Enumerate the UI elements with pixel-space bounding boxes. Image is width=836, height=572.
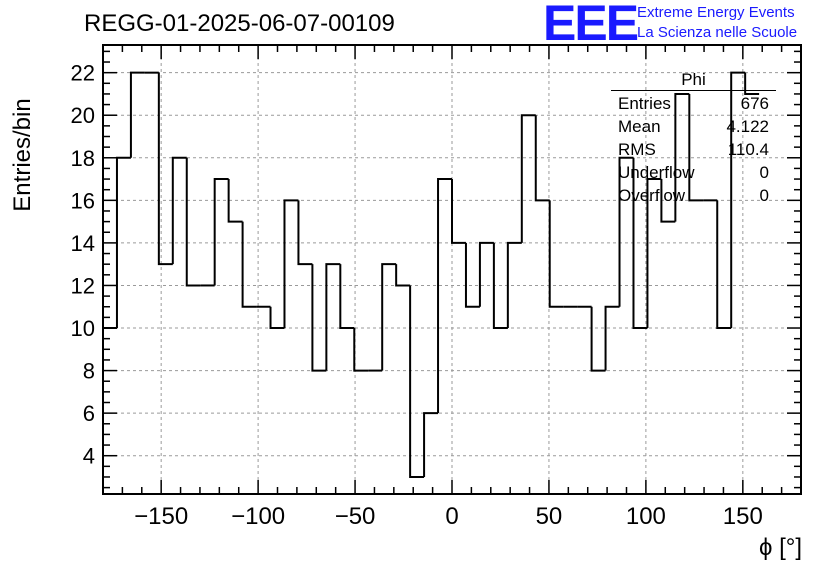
run-title: REGG-01-2025-06-07-00109 <box>84 10 395 37</box>
y-tick-label: 22 <box>71 61 95 86</box>
histogram-bin <box>241 221 257 308</box>
stats-key: Entries <box>618 94 671 113</box>
histogram-bin <box>283 199 299 329</box>
x-tick-label: 100 <box>626 503 666 530</box>
histogram-bin <box>339 264 355 330</box>
histogram-bin <box>437 178 452 414</box>
y-tick-label: 4 <box>83 444 95 469</box>
y-tick-label: 12 <box>71 273 95 298</box>
x-tick-label: −50 <box>335 503 376 530</box>
stats-value: 4.122 <box>726 117 769 136</box>
stats-key: Mean <box>618 117 661 136</box>
histogram-bin <box>311 264 327 372</box>
y-tick-label: 6 <box>83 401 95 426</box>
histogram-bin <box>409 285 425 478</box>
logo-caption-line1: Extreme Energy Events <box>637 4 795 21</box>
stats-row-overflow: Overflow 0 <box>618 186 769 208</box>
histogram-bin <box>716 200 732 330</box>
histogram-bin <box>451 179 466 244</box>
histogram-bin <box>534 115 550 202</box>
y-axis-label-box: Entries/bin <box>6 98 40 212</box>
histogram-bin <box>325 263 341 371</box>
y-tick-label: 8 <box>83 359 95 384</box>
histogram-bin <box>102 327 117 494</box>
y-tick-label: 20 <box>71 103 95 128</box>
histogram-bin <box>185 157 201 287</box>
histogram-bin <box>520 114 536 243</box>
stats-value: 110.4 <box>727 140 769 159</box>
x-tick-label: 0 <box>445 503 458 530</box>
stats-row-mean: Mean 4.122 <box>618 117 769 139</box>
histogram-bin <box>492 242 508 330</box>
histogram-bin <box>548 200 564 308</box>
histogram-bin <box>213 178 229 286</box>
histogram-bin <box>395 264 411 287</box>
stats-divider <box>611 90 776 91</box>
histogram-bin <box>660 179 676 223</box>
logo-caption-line2: La Scienza nelle Scuole <box>637 24 798 41</box>
stats-key: Overflow <box>618 186 686 205</box>
histogram-bin <box>646 178 662 329</box>
y-tick-label: 14 <box>71 231 95 256</box>
stats-key: Underflow <box>618 163 695 182</box>
histogram-bin <box>590 306 606 372</box>
stats-box: Phi Entries 676 Mean 4.122 RMS 110.4 Und… <box>611 68 776 210</box>
stats-value: 0 <box>759 163 769 182</box>
x-tick-label: 50 <box>536 503 563 530</box>
histogram-bin <box>157 72 173 266</box>
histogram-bin <box>423 412 439 477</box>
histogram-bin <box>744 72 760 95</box>
histogram-bin <box>674 92 690 222</box>
y-tick-label: 18 <box>71 146 95 171</box>
histogram-bin <box>297 200 313 266</box>
histogram-bin <box>269 306 285 330</box>
histogram-bin <box>171 156 187 265</box>
histogram-bin <box>632 157 648 330</box>
y-tick-label: 16 <box>71 188 95 213</box>
histogram-bin <box>618 156 634 307</box>
histogram-bin <box>464 242 480 308</box>
stats-row-rms: RMS 110.4 <box>618 140 769 162</box>
stats-value: 0 <box>759 186 769 205</box>
stats-row-underflow: Underflow 0 <box>618 163 769 185</box>
histogram-bin <box>730 71 746 329</box>
stats-row-entries: Entries 676 <box>618 94 769 116</box>
histogram-bin <box>227 179 243 223</box>
histogram-bin <box>506 241 522 329</box>
histogram-bin <box>604 305 620 371</box>
histogram-bin <box>478 241 494 307</box>
stats-title: Phi <box>681 70 706 89</box>
histogram-bin <box>129 71 145 158</box>
y-axis-label: Entries/bin <box>9 98 36 212</box>
histogram-bin <box>381 263 397 371</box>
stats-value: 676 <box>740 94 769 113</box>
stats-key: RMS <box>618 140 656 159</box>
y-tick-label: 10 <box>71 316 95 341</box>
histogram-bin <box>688 93 704 202</box>
x-axis-label: ϕ [°] <box>758 534 802 561</box>
eee-logo: EEE <box>543 0 639 51</box>
x-tick-label: 150 <box>723 503 763 530</box>
x-tick-label: −100 <box>231 503 285 530</box>
x-tick-label: −150 <box>134 503 188 530</box>
histogram-bin <box>353 328 369 372</box>
